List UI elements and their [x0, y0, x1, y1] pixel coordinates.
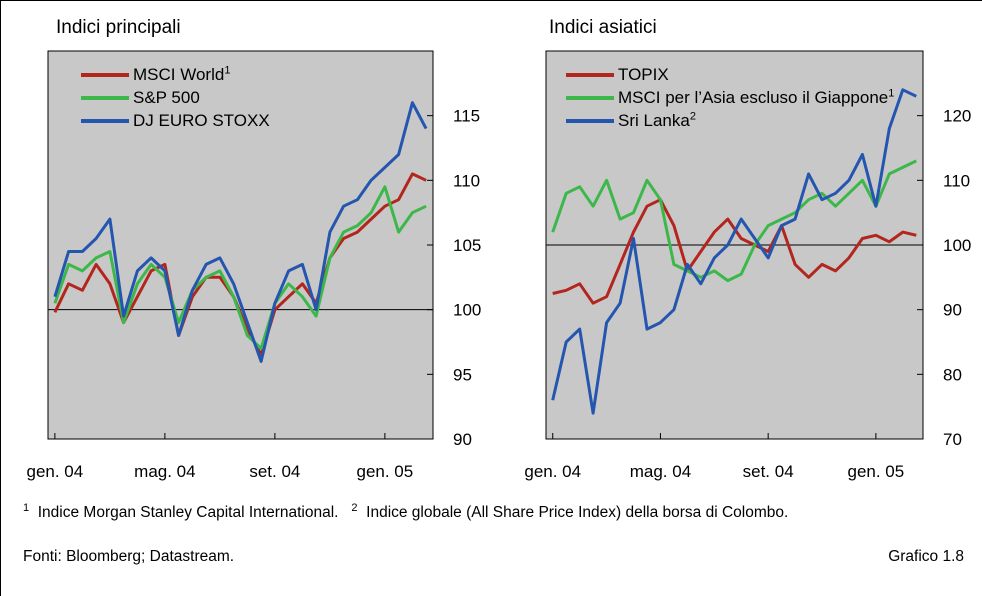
- legend-entry: DJ EURO STOXX: [81, 109, 270, 132]
- x-tick-label: gen. 05: [357, 462, 414, 481]
- y-tick-label: 95: [453, 365, 472, 384]
- legend-note: 2: [689, 110, 696, 123]
- footnote-text: Indice globale (All Share Price Index) d…: [366, 504, 789, 521]
- chart-title: Indici asiatici: [549, 17, 657, 38]
- series-line: [551, 159, 917, 283]
- y-tick-label: 80: [943, 365, 962, 384]
- legend-entry: Sri Lanka2: [566, 109, 894, 132]
- legend-text: Sri Lanka2: [618, 109, 696, 132]
- y-tick-label: 110: [943, 171, 970, 190]
- legend-swatch: [81, 73, 129, 77]
- legend-swatch: [81, 119, 129, 123]
- legend-entry: S&P 500: [81, 86, 270, 109]
- legend-text: TOPIX: [618, 63, 669, 86]
- legend-note: 1: [224, 64, 231, 77]
- legend-label: MSCI per l’Asia escluso il Giappone: [618, 88, 889, 107]
- x-tick-label: gen. 04: [524, 462, 581, 481]
- figure-label: Grafico 1.8: [888, 548, 964, 565]
- y-tick-label: 105: [453, 236, 481, 255]
- legend-entry: TOPIX: [566, 63, 894, 86]
- chart-title: Indici principali: [56, 17, 181, 38]
- footnote-mark: 2: [351, 501, 358, 514]
- legend-entry: MSCI per l’Asia escluso il Giappone1: [566, 86, 894, 109]
- legend-text: MSCI World1: [133, 63, 230, 86]
- footnote: 1 Indice Morgan Stanley Capital Internat…: [23, 501, 339, 521]
- y-tick-label: 110: [453, 171, 480, 190]
- legend-swatch: [81, 96, 129, 100]
- legend-label: S&P 500: [133, 88, 200, 107]
- x-tick-label: set. 04: [249, 462, 300, 481]
- series-line: [53, 185, 427, 350]
- legend-label: MSCI World: [133, 65, 225, 84]
- footnotes: 1 Indice Morgan Stanley Capital Internat…: [23, 499, 971, 527]
- legend-swatch: [566, 73, 614, 77]
- legend-swatch: [566, 119, 614, 123]
- series-line: [53, 101, 428, 363]
- y-tick-label: 100: [943, 236, 971, 255]
- legend-label: DJ EURO STOXX: [133, 111, 270, 130]
- legend: MSCI World1 S&P 500 DJ EURO STOXX: [81, 63, 270, 132]
- x-tick-label: mag. 04: [134, 462, 195, 481]
- y-tick-label: 70: [943, 430, 962, 449]
- y-tick-label: 100: [453, 301, 481, 320]
- y-tick-label: 120: [943, 107, 971, 126]
- legend-label: Sri Lanka: [618, 111, 690, 130]
- x-tick-label: mag. 04: [630, 462, 691, 481]
- y-tick-label: 90: [943, 301, 962, 320]
- legend-text: S&P 500: [133, 86, 200, 109]
- footnote: 2 Indice globale (All Share Price Index)…: [351, 501, 789, 521]
- legend-entry: MSCI World1: [81, 63, 270, 86]
- legend-label: TOPIX: [618, 65, 669, 84]
- x-tick-label: gen. 04: [27, 462, 84, 481]
- y-tick-label: 90: [453, 430, 472, 449]
- legend-note: 1: [888, 87, 895, 100]
- x-tick-label: gen. 05: [848, 462, 905, 481]
- legend: TOPIX MSCI per l’Asia escluso il Giappone…: [566, 63, 894, 132]
- series-line: [551, 88, 917, 415]
- legend-text: DJ EURO STOXX: [133, 109, 270, 132]
- x-tick-label: set. 04: [743, 462, 794, 481]
- y-tick-label: 115: [453, 107, 480, 126]
- sources: Fonti: Bloomberg; Datastream.: [23, 548, 235, 565]
- footnote-text: Indice Morgan Stanley Capital Internatio…: [37, 504, 339, 521]
- footnote-mark: 1: [23, 501, 30, 514]
- legend-swatch: [566, 96, 614, 100]
- legend-text: MSCI per l’Asia escluso il Giappone1: [618, 86, 894, 109]
